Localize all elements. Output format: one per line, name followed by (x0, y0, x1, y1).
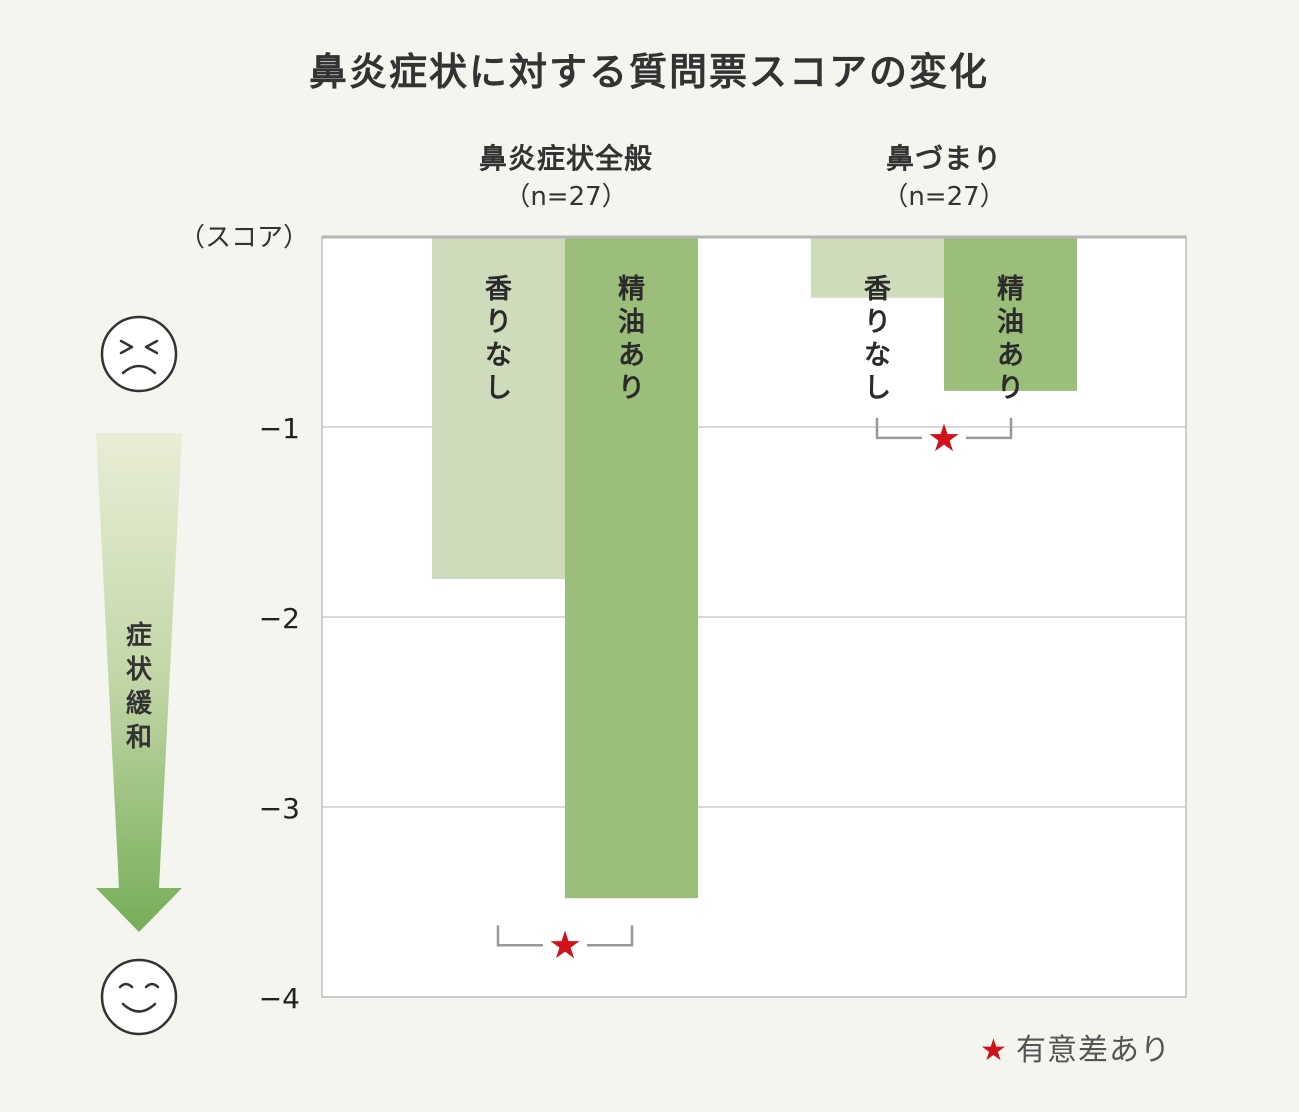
y-tick-label-2: −2 (259, 602, 300, 635)
bar-essential-oil-group-1 (944, 237, 1077, 391)
group-n-1: （n=27） (882, 182, 1005, 212)
sad-face-icon (100, 315, 178, 393)
significance-bracket-1: ★ (875, 416, 1013, 460)
label-layer: 香りなし 香りなし 精油あり 精油あり (485, 274, 1024, 404)
bar-label-no-scent-group-0: 香りなし (485, 274, 512, 404)
group-label-0: 鼻炎症状全般 (479, 142, 653, 175)
significance-bracket-0: ★ (496, 923, 634, 967)
significance-layer: ★★ (496, 416, 1013, 967)
chart-title: 鼻炎症状に対する質問票スコアの変化 (309, 50, 989, 94)
y-tick-label-4: −4 (259, 982, 300, 1015)
y-axis-label: （スコア） (179, 223, 309, 253)
y-tick-label-3: −3 (259, 792, 300, 825)
arrow-label-text: 症状緩和 (126, 620, 153, 753)
legend: ★ 有意差あり (980, 1033, 1171, 1068)
arrow-label: 症状緩和 (126, 620, 153, 753)
legend-star-icon: ★ (980, 1033, 1008, 1068)
bar-label-essential-oil-group-1: 精油あり (997, 274, 1024, 404)
group-n-0: （n=27） (504, 182, 627, 212)
smile-face-icon (100, 958, 178, 1036)
y-tick-label-1: −1 (259, 412, 300, 445)
bar-layer (432, 237, 1077, 899)
bar-label-essential-oil-group-0: 精油あり (618, 274, 645, 404)
bar-no-scent-group-1 (811, 237, 944, 298)
symptom-relief-arrow (96, 433, 182, 932)
significance-star-icon-1: ★ (927, 416, 961, 460)
bar-label-no-scent-group-1: 香りなし (864, 274, 891, 404)
bar-essential-oil-group-0 (565, 237, 698, 899)
significance-star-icon-0: ★ (548, 923, 582, 967)
group-label-1: 鼻づまり (886, 142, 1002, 175)
bar-no-scent-group-0 (432, 237, 565, 579)
legend-label: 有意差あり (1016, 1033, 1171, 1068)
